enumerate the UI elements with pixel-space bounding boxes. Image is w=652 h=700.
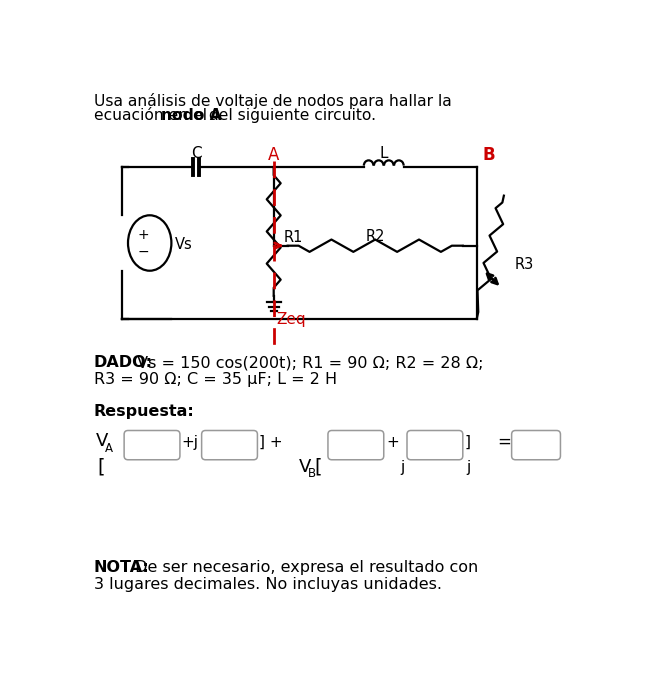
Text: A: A: [268, 146, 280, 164]
Text: NOTA:: NOTA:: [94, 560, 150, 575]
Text: nodo A: nodo A: [161, 108, 222, 123]
Text: R3: R3: [514, 258, 534, 272]
Text: L: L: [379, 146, 388, 160]
FancyBboxPatch shape: [124, 430, 180, 460]
Text: ] +: ] +: [259, 435, 282, 449]
Text: De ser necesario, expresa el resultado con: De ser necesario, expresa el resultado c…: [130, 560, 478, 575]
Text: R3 = 90 Ω; C = 35 μF; L = 2 H: R3 = 90 Ω; C = 35 μF; L = 2 H: [94, 372, 337, 387]
Text: Respuesta:: Respuesta:: [94, 403, 195, 419]
FancyBboxPatch shape: [512, 430, 561, 460]
Text: del siguiente circuito.: del siguiente circuito.: [204, 108, 376, 123]
Text: C: C: [191, 146, 201, 160]
Text: j: j: [401, 460, 405, 475]
Text: Vs = 150 cos(200t); R1 = 90 Ω; R2 = 28 Ω;: Vs = 150 cos(200t); R1 = 90 Ω; R2 = 28 Ω…: [132, 355, 483, 370]
Text: ]: ]: [464, 435, 470, 449]
Text: +j: +j: [181, 435, 198, 449]
FancyBboxPatch shape: [328, 430, 384, 460]
Text: R1: R1: [284, 230, 303, 245]
Text: Usa análisis de voltaje de nodos para hallar la: Usa análisis de voltaje de nodos para ha…: [94, 93, 452, 109]
Text: B: B: [308, 467, 316, 480]
Text: +: +: [386, 435, 399, 449]
Text: 3 lugares decimales. No incluyas unidades.: 3 lugares decimales. No incluyas unidade…: [94, 577, 442, 592]
Text: B: B: [483, 146, 496, 164]
Text: Vs: Vs: [175, 237, 192, 252]
Text: +: +: [138, 228, 149, 241]
Text: [: [: [314, 458, 321, 477]
Text: DADO:: DADO:: [94, 355, 153, 370]
Text: Zeq: Zeq: [276, 312, 306, 326]
FancyBboxPatch shape: [407, 430, 463, 460]
Text: A: A: [105, 442, 113, 455]
Text: V: V: [95, 433, 108, 450]
Text: j: j: [466, 460, 470, 475]
Text: =: =: [497, 433, 512, 451]
Text: R2: R2: [366, 229, 385, 244]
Text: V: V: [299, 458, 311, 477]
Text: [: [: [97, 458, 104, 477]
Text: ecuación en el: ecuación en el: [94, 108, 212, 123]
FancyBboxPatch shape: [201, 430, 258, 460]
Text: −: −: [138, 244, 149, 258]
